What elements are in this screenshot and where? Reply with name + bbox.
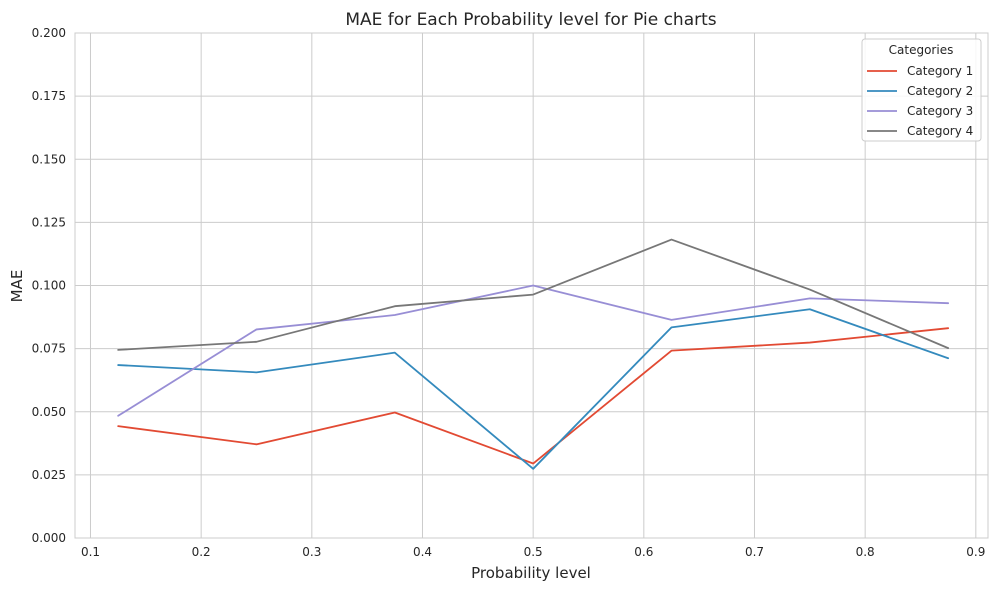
x-tick-label: 0.7 [745, 545, 764, 559]
x-tick-label: 0.3 [302, 545, 321, 559]
series-lines [117, 238, 950, 470]
chart-title: MAE for Each Probability level for Pie c… [345, 10, 716, 30]
series-line-category-2 [117, 308, 950, 470]
x-tick-label: 0.2 [192, 545, 211, 559]
legend-title: Categories [889, 43, 954, 57]
x-tick-label: 0.5 [524, 545, 543, 559]
y-tick-label: 0.025 [32, 468, 66, 482]
y-tick-label: 0.125 [32, 215, 66, 229]
y-tick-label: 0.100 [32, 279, 66, 293]
y-axis-label: MAE [8, 270, 26, 303]
legend: Categories Category 1 Category 2 Category … [861, 38, 982, 142]
x-tick-label: 0.6 [634, 545, 653, 559]
x-tick-label: 0.8 [856, 545, 875, 559]
y-tick-label: 0.200 [32, 26, 66, 40]
x-axis-label: Probability level [471, 564, 591, 582]
legend-label-category-4: Category 4 [907, 124, 973, 138]
x-tick-label: 0.4 [413, 545, 432, 559]
legend-label-category-3: Category 3 [907, 104, 973, 118]
x-axis: 0.1 0.2 0.3 0.4 0.5 0.6 0.7 0.8 0.9 [81, 545, 985, 559]
x-tick-label: 0.1 [81, 545, 100, 559]
y-tick-label: 0.075 [32, 342, 66, 356]
plot-frame [74, 32, 989, 539]
y-tick-label: 0.150 [32, 152, 66, 166]
series-line-category-4 [117, 238, 950, 351]
series-line-category-3 [117, 284, 950, 417]
legend-label-category-2: Category 2 [907, 84, 973, 98]
y-axis: 0.000 0.025 0.050 0.075 0.100 0.125 0.150 0.175… [32, 26, 66, 545]
legend-label-category-1: Category 1 [907, 64, 973, 78]
y-tick-label: 0.175 [32, 89, 66, 103]
y-tick-label: 0.050 [32, 405, 66, 419]
y-tick-label: 0.000 [32, 531, 66, 545]
series-line-category-1 [117, 327, 950, 465]
legend-box [861, 38, 982, 142]
x-tick-label: 0.9 [966, 545, 985, 559]
